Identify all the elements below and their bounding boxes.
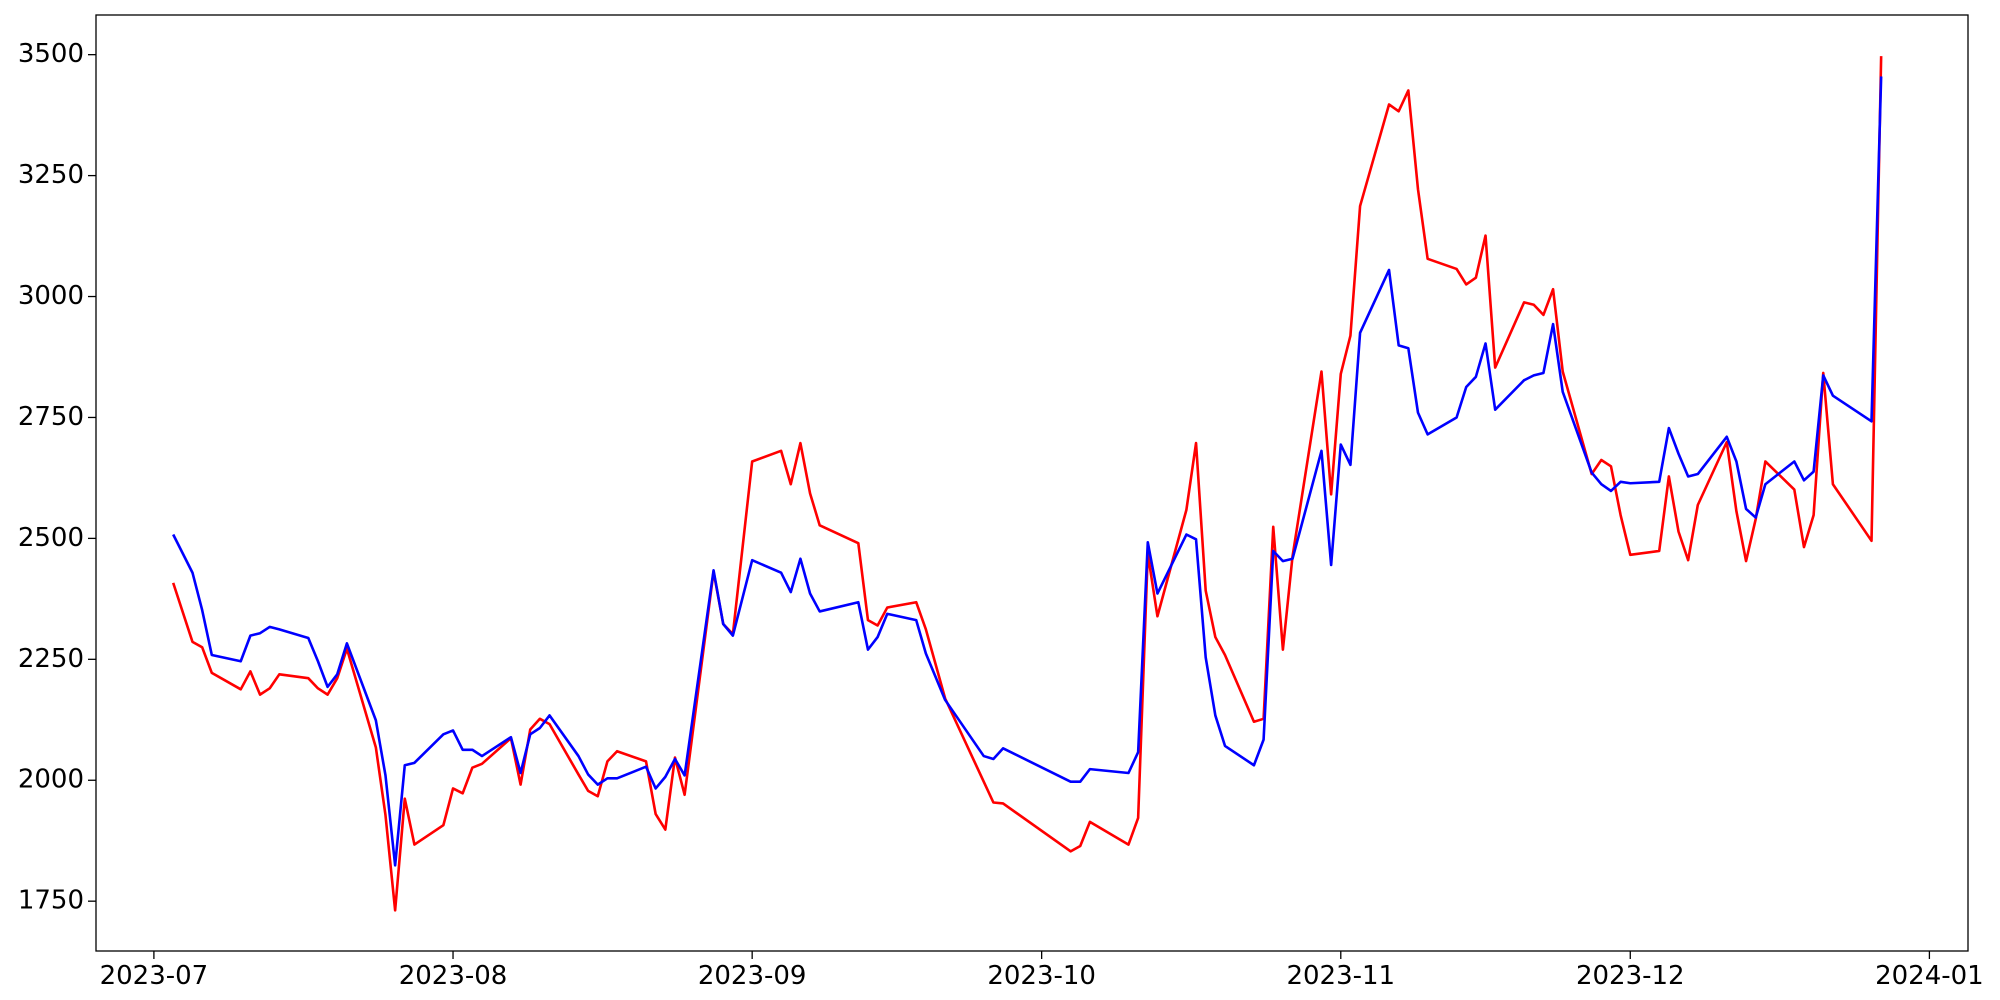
x-tick-label: 2023-08 (399, 961, 508, 991)
y-tick-label: 3000 (18, 281, 84, 311)
y-tick-label: 1750 (18, 886, 84, 916)
x-tick-label: 2024-01 (1875, 961, 1984, 991)
x-tick-label: 2023-10 (987, 961, 1096, 991)
y-tick-label: 2500 (18, 523, 84, 553)
y-tick-label: 2250 (18, 644, 84, 674)
y-tick-label: 2750 (18, 402, 84, 432)
line-series (172, 76, 1883, 867)
y-tick-label: 3500 (18, 39, 84, 69)
x-tick-label: 2023-11 (1286, 961, 1395, 991)
x-tick-label: 2023-07 (100, 961, 209, 991)
x-tick-label: 2023-09 (698, 961, 807, 991)
x-tick-label: 2023-12 (1576, 961, 1685, 991)
y-tick-label: 2000 (18, 765, 84, 795)
y-tick-label: 3250 (18, 160, 84, 190)
plot-frame (95, 14, 1969, 952)
line-series (171, 56, 1883, 912)
